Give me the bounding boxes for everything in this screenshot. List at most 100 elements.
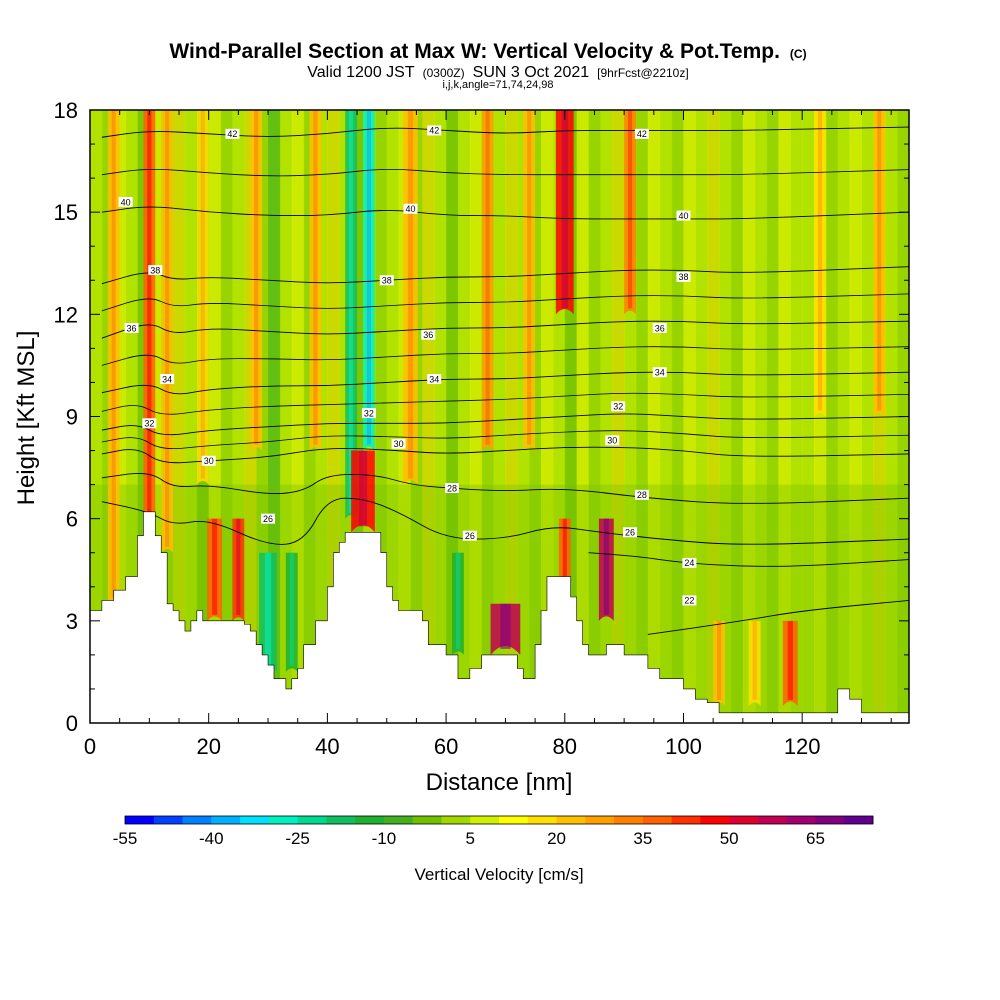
velocity-band [754, 110, 768, 723]
velocity-band [719, 110, 732, 723]
contour-label: 40 [121, 197, 131, 207]
colorbar-swatch [211, 816, 241, 824]
velocity-core-inner [603, 518, 609, 615]
colorbar-swatch [383, 816, 414, 824]
colorbar-swatch [326, 816, 356, 824]
colorbar-swatch [671, 816, 701, 824]
velocity-core-inner [561, 110, 568, 309]
contour-label-box [652, 367, 667, 378]
velocity-core-inner [817, 110, 823, 411]
x-axis-title: Distance [nm] [426, 769, 573, 796]
contour-label: 38 [150, 265, 160, 275]
y-tick-label: 9 [66, 405, 78, 430]
contour-label-box [118, 196, 133, 207]
velocity-core-inner [236, 518, 241, 615]
colorbar-tick-label: -25 [285, 829, 310, 848]
theta-contour-42 [101, 126, 909, 138]
velocity-band [707, 110, 720, 723]
velocity-band [434, 110, 447, 723]
y-tick-label: 12 [54, 302, 78, 327]
contour-label-box [682, 557, 697, 568]
contour-label-box [124, 322, 139, 333]
colorbar-tick-label: -40 [199, 829, 224, 848]
velocity-features [107, 110, 886, 706]
contour-label-box [652, 322, 667, 333]
theta-contour-28 [101, 472, 909, 504]
colorbar-swatch [786, 816, 816, 824]
contour-label-box [391, 438, 406, 449]
contour-labels: 42 42 42 40 40 40 38 38 38 36 36 36 34 34 34 32 32 32 30 30… [118, 125, 697, 606]
velocity-core-inner [562, 518, 567, 605]
plot-area: 42 42 42 40 40 40 38 38 38 36 36 36 34 34 34 32 32 32 30 30… [90, 110, 909, 723]
colorbar-swatch [844, 816, 874, 824]
colorbar-swatch [614, 816, 644, 824]
contour-label-box [623, 527, 638, 538]
colorbar-swatch [355, 816, 385, 824]
contour-label: 38 [678, 272, 688, 282]
theta-contour-32 [101, 413, 909, 436]
y-tick-label: 18 [54, 98, 78, 123]
y-tick-label: 0 [66, 711, 78, 736]
colorbar-swatch [642, 816, 673, 824]
contour-label: 22 [684, 596, 694, 606]
contour-label-box [148, 265, 163, 276]
velocity-band [588, 110, 601, 723]
colorbar-swatch [153, 816, 183, 824]
colorbar-tick-label: 35 [633, 829, 652, 848]
velocity-band [576, 110, 590, 723]
theta-contour-40 [101, 206, 909, 220]
contour-label-box [142, 418, 157, 429]
velocity-core-inner [289, 552, 294, 666]
contour-label: 32 [613, 402, 623, 412]
colorbar-swatch [527, 816, 557, 824]
contour-label: 24 [684, 558, 694, 568]
velocity-band [173, 110, 186, 723]
colorbar-tick-label: -55 [113, 829, 138, 848]
theta-contour-30 [101, 446, 909, 464]
colorbar-swatch [757, 816, 788, 824]
velocity-core-inner [111, 110, 116, 598]
colorbar-swatch [700, 816, 730, 824]
contour-label: 26 [263, 514, 273, 524]
contour-label-box [676, 210, 691, 221]
velocity-core-inner [313, 110, 318, 445]
y-tick-label: 6 [66, 507, 78, 532]
contour-label: 40 [405, 204, 415, 214]
contour-label: 38 [382, 276, 392, 286]
velocity-core-inner [717, 620, 722, 700]
contour-label-box [379, 275, 394, 286]
y-tick-label: 15 [54, 200, 78, 225]
x-tick-label: 40 [315, 734, 339, 759]
contour-label: 32 [144, 419, 154, 429]
velocity-band [612, 110, 625, 723]
colorbar-swatch [182, 816, 212, 824]
contour-label: 34 [655, 368, 665, 378]
velocity-core-inner [200, 110, 205, 479]
velocity-band [695, 110, 708, 723]
contour-label: 42 [429, 126, 439, 136]
velocity-band [541, 110, 554, 723]
colorbar-swatch [240, 816, 270, 824]
theta-contour-minor [101, 168, 909, 177]
contour-label: 30 [204, 456, 214, 466]
colorbar-tick-label: 5 [465, 829, 474, 848]
colorbar-tick-label: 65 [806, 829, 825, 848]
y-axis-title: Height [Kft MSL] [13, 331, 40, 506]
x-tick-label: 120 [784, 734, 821, 759]
colorbar-swatch [297, 816, 327, 824]
contour-label: 42 [637, 129, 647, 139]
velocity-core-inner [752, 620, 757, 700]
contour-label-box [361, 408, 376, 419]
colorbar-swatch [125, 816, 155, 824]
velocity-core-inner [627, 110, 633, 309]
velocity-band [766, 110, 779, 723]
velocity-core-inner [500, 603, 511, 649]
colorbar-swatch [815, 816, 845, 824]
velocity-core-inner [366, 110, 372, 445]
contour-label: 28 [447, 483, 457, 493]
velocity-core-inner [787, 620, 793, 700]
contour-label: 28 [637, 490, 647, 500]
colorbar-frame [124, 815, 874, 825]
theta-contour-minor [101, 293, 909, 312]
